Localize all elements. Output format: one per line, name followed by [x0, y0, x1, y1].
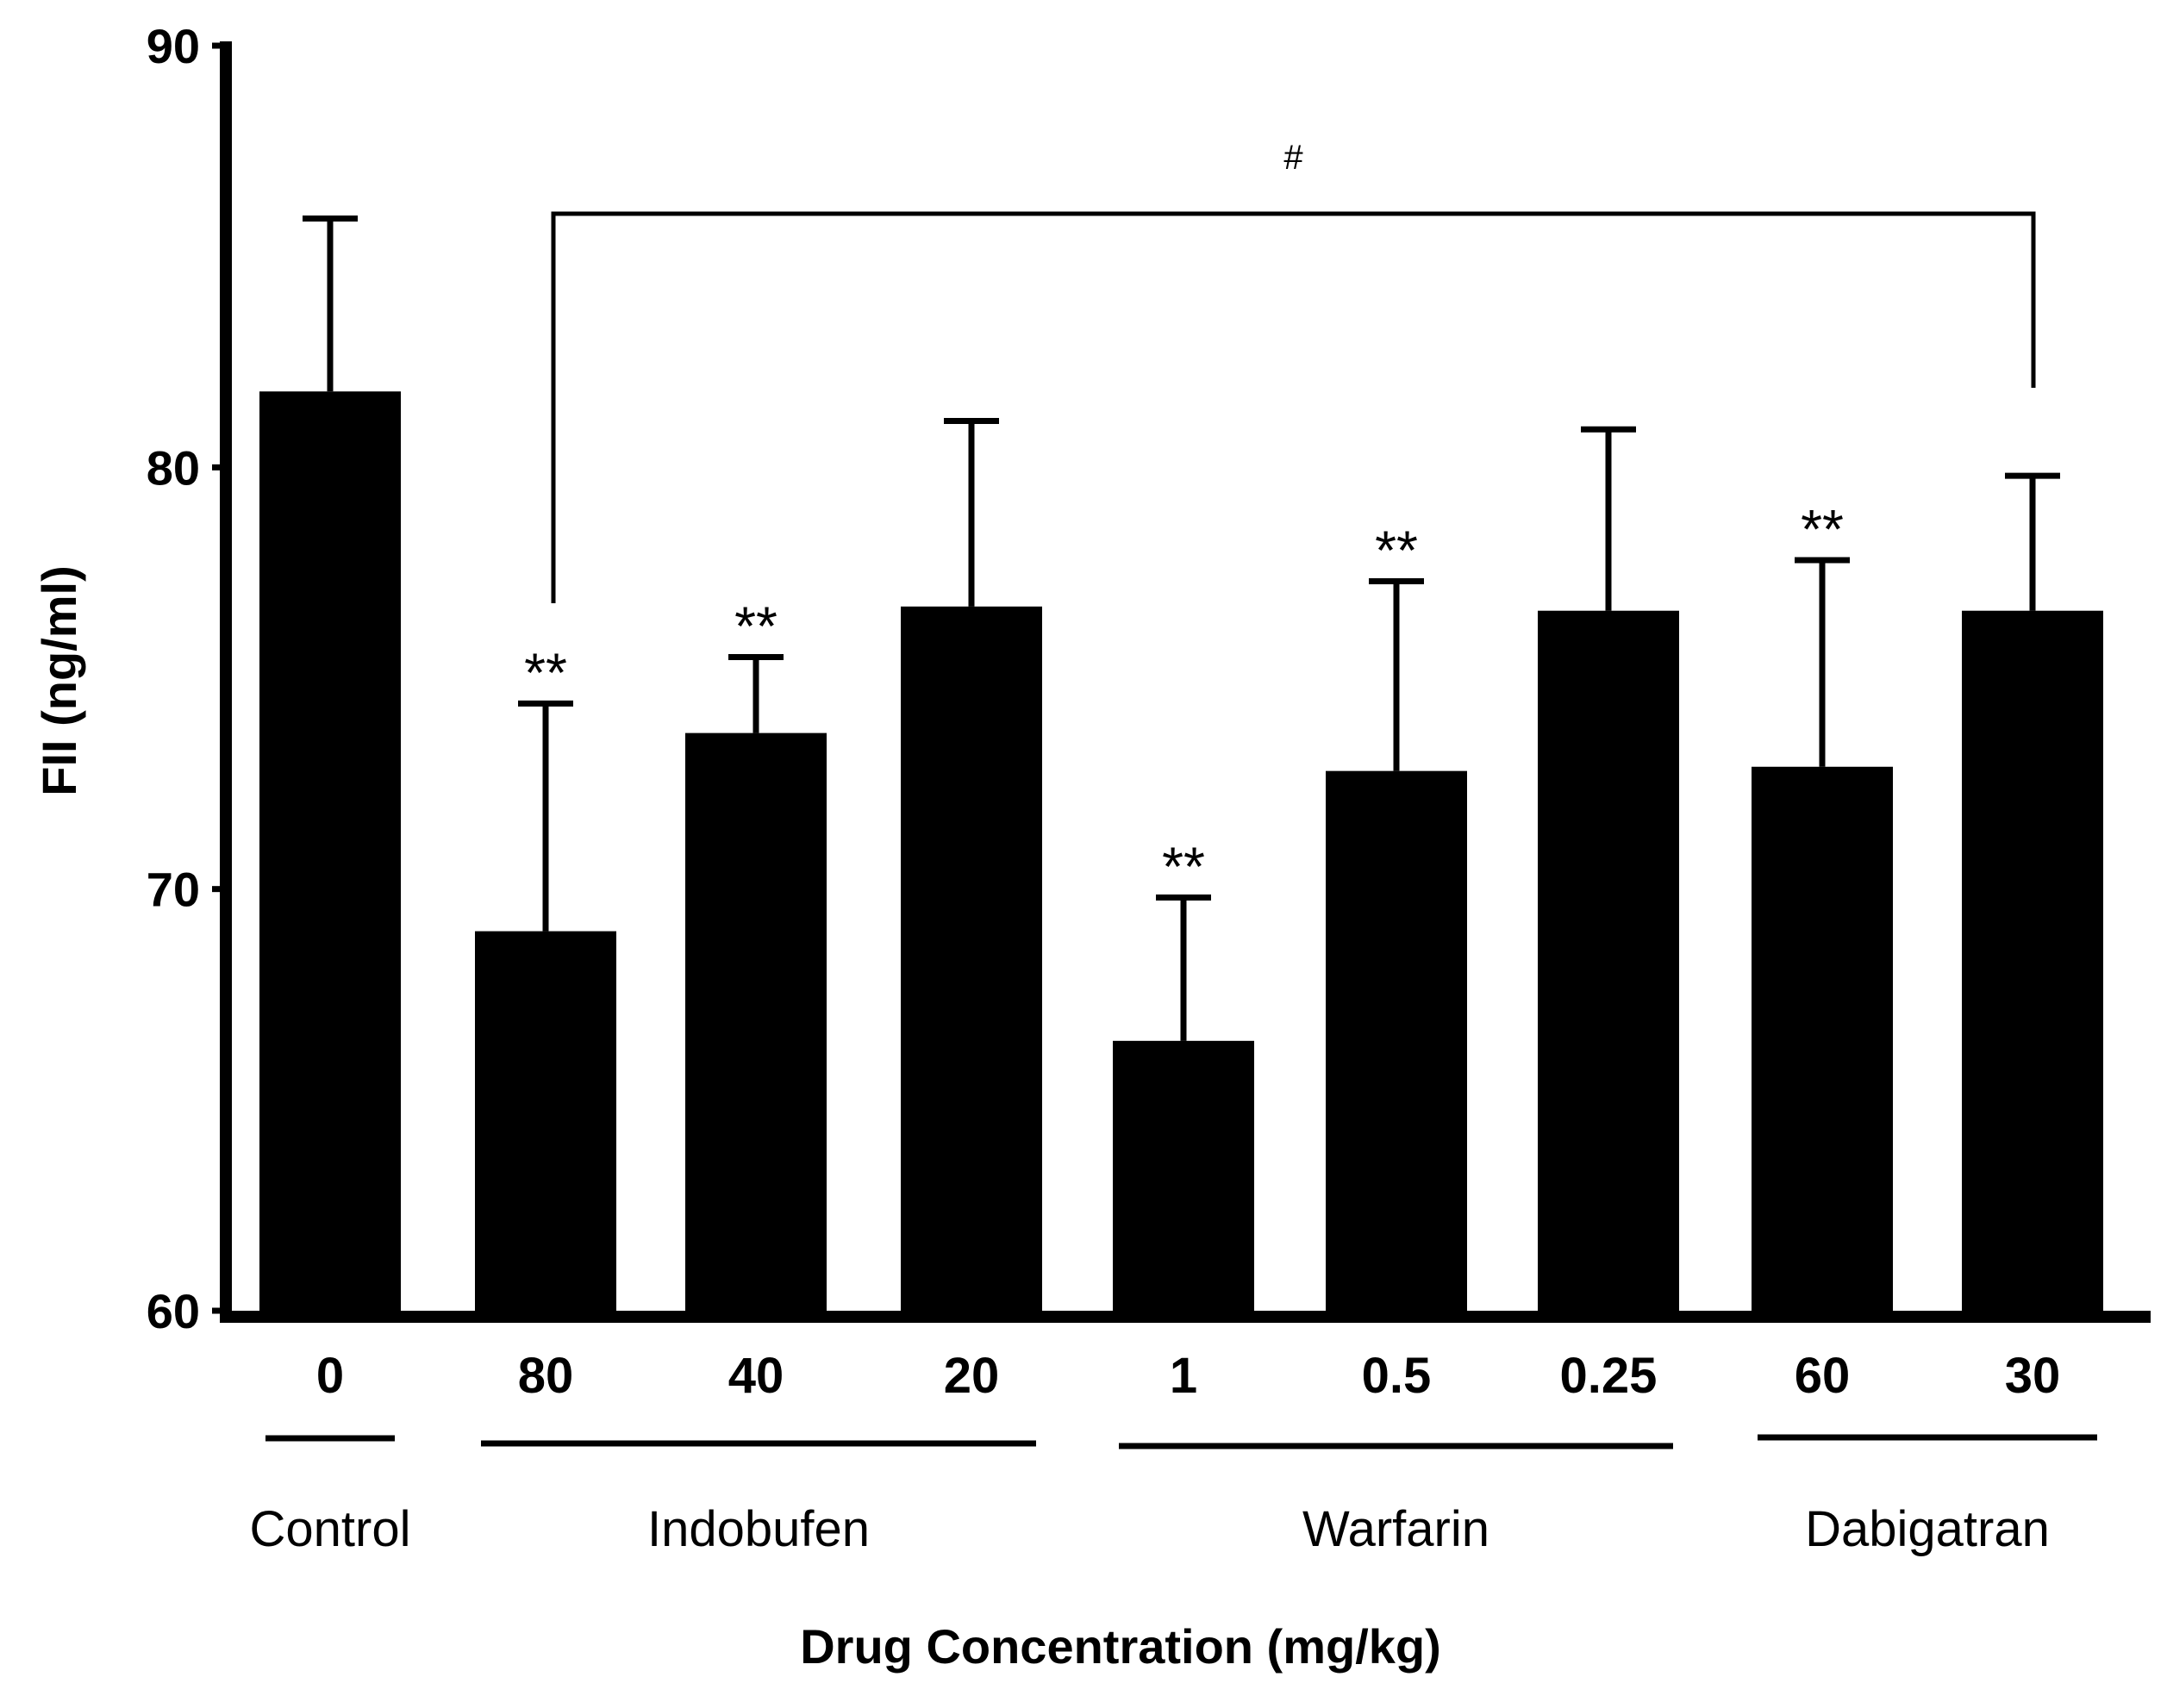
- category-label: 40: [728, 1348, 784, 1404]
- significance-marker: **: [1162, 835, 1205, 897]
- significance-layer: ** ** ** ** **: [524, 498, 1844, 897]
- category-label: 0: [316, 1348, 344, 1404]
- bracket-label: #: [1283, 139, 1303, 177]
- category-label: 1: [1170, 1348, 1197, 1404]
- bar: [259, 391, 401, 1313]
- bar: [1752, 766, 1893, 1312]
- bar: [685, 732, 827, 1312]
- category-label: 80: [518, 1348, 574, 1404]
- y-tick-label: 80: [147, 440, 200, 495]
- axes-layer: [220, 41, 2151, 1323]
- category-label: 20: [944, 1348, 1000, 1404]
- bar: [901, 606, 1042, 1312]
- group-label: Dabigatran: [1805, 1501, 2050, 1557]
- bar: [1113, 1040, 1254, 1312]
- error-bars-layer: [303, 215, 2060, 1041]
- y-tick-label: 70: [147, 863, 200, 917]
- bar: [475, 931, 616, 1312]
- bars-layer: [259, 391, 2103, 1313]
- x-axis-title: Drug Concentration (mg/kg): [800, 1619, 1441, 1674]
- bar: [1538, 610, 1679, 1312]
- significance-marker: **: [1375, 519, 1418, 581]
- bracket-layer: #: [551, 139, 2036, 603]
- significance-marker: **: [734, 595, 777, 658]
- y-tick-label: 90: [147, 19, 200, 73]
- bar: [1962, 610, 2103, 1312]
- group-label: Control: [250, 1501, 411, 1557]
- group-label: Warfarin: [1302, 1501, 1489, 1557]
- significance-marker: **: [524, 641, 567, 703]
- category-label: 30: [2005, 1348, 2061, 1404]
- category-label: 0.5: [1362, 1348, 1432, 1404]
- group-label: Indobufen: [647, 1501, 870, 1557]
- y-axis-title: FII (ng/ml): [32, 565, 86, 796]
- category-label: 0.25: [1560, 1348, 1658, 1404]
- y-tick-label: 60: [147, 1284, 200, 1338]
- significance-bracket: [551, 211, 2036, 603]
- category-labels-layer: 0 80 40 20 1 0.5 0.25 60 30: [316, 1348, 2060, 1404]
- significance-marker: **: [1801, 498, 1844, 560]
- bar: [1326, 770, 1467, 1312]
- group-labels-layer: Control Indobufen Warfarin Dabigatran: [250, 1434, 2097, 1557]
- y-ticks-layer: 60 70 80 90: [147, 19, 226, 1338]
- category-label: 60: [1795, 1348, 1851, 1404]
